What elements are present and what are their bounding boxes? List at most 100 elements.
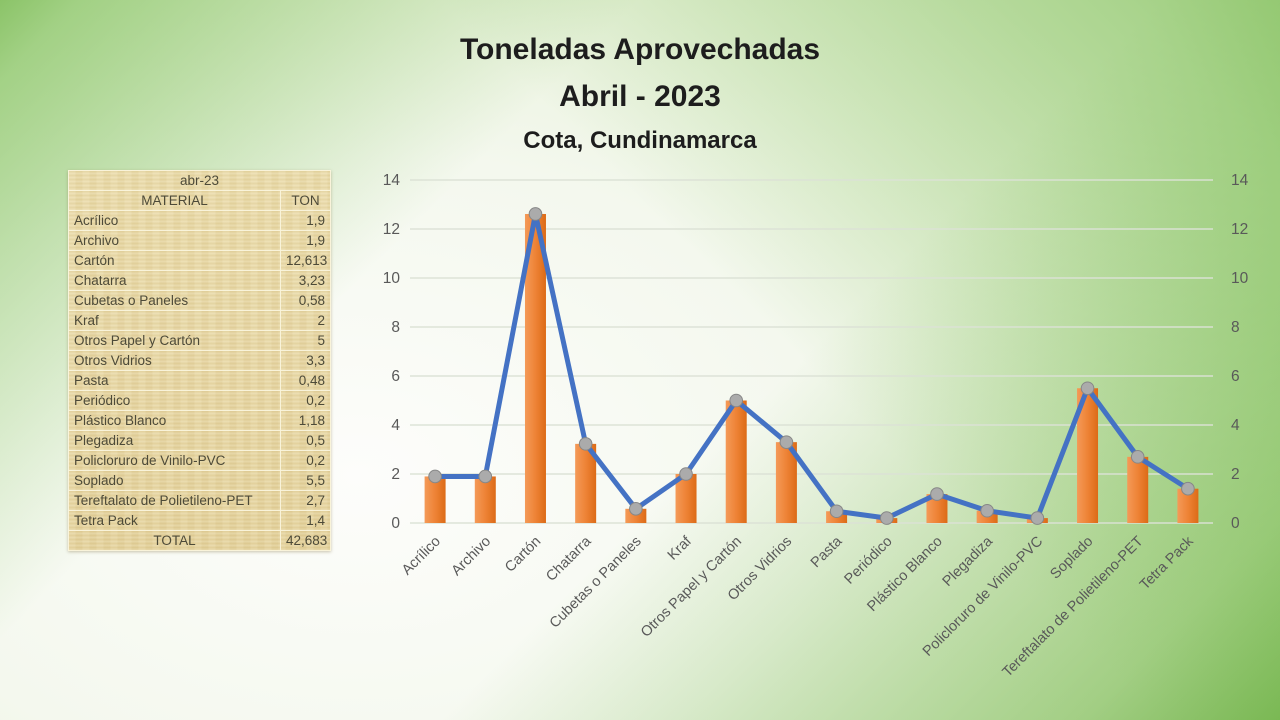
ton-cell: 12,613 <box>280 250 331 271</box>
x-axis-category-label: Tetra Pack <box>1137 533 1197 593</box>
ton-cell: 1,4 <box>280 510 331 531</box>
data-point-marker <box>428 469 442 484</box>
bar <box>1127 456 1149 523</box>
x-axis-category-label: Cubetas o Paneles <box>547 534 645 632</box>
table-row: Periódico 0,2 <box>68 390 331 411</box>
secondary-y-axis-tick-label: 8 <box>1231 319 1240 336</box>
y-axis-tick-label: 14 <box>383 172 401 189</box>
material-cell: Otros Papel y Cartón <box>68 330 281 351</box>
material-cell: Acrílico <box>68 210 281 231</box>
material-cell: Policloruro de Vinilo-PVC <box>68 450 281 471</box>
table-row: Cartón 12,613 <box>68 250 331 271</box>
bar <box>1077 388 1099 523</box>
material-cell: Pasta <box>68 370 281 391</box>
table-row: Otros Papel y Cartón 5 <box>68 330 331 351</box>
materials-table-body: Acrílico 1,9 Archivo 1,9 Cartón 12,613 Chatarr… <box>68 210 331 531</box>
material-cell: Archivo <box>68 230 281 251</box>
ton-cell: 2,7 <box>280 490 331 511</box>
table-row: Acrílico 1,9 <box>68 210 331 231</box>
materials-table: abr-23 MATERIAL TON Acrílico 1,9 Archivo 1,… <box>68 170 331 551</box>
table-columns-row: MATERIAL TON <box>68 190 331 211</box>
column-header-ton: TON <box>280 190 331 211</box>
material-cell: Tereftalato de Polietileno-PET <box>68 490 281 511</box>
x-axis-category-label: Pasta <box>808 533 846 571</box>
material-cell: Otros Vidrios <box>68 350 281 371</box>
ton-cell: 3,23 <box>280 270 331 291</box>
material-cell: Tetra Pack <box>68 510 281 531</box>
table-row: Plegadiza 0,5 <box>68 430 331 451</box>
table-total-row: TOTAL 42,683 <box>68 530 331 551</box>
ton-cell: 1,9 <box>280 210 331 231</box>
secondary-y-axis-tick-label: 0 <box>1231 515 1240 532</box>
table-row: Chatarra 3,23 <box>68 270 331 291</box>
x-axis-category-label: Cartón <box>502 534 544 576</box>
secondary-y-axis-tick-label: 12 <box>1231 221 1248 238</box>
data-point-marker <box>980 503 994 518</box>
table-row: Otros Vidrios 3,3 <box>68 350 331 371</box>
y-axis-tick-label: 2 <box>391 466 400 483</box>
combo-chart: 0 0 2 2 4 4 6 6 8 8 10 10 12 12 14 14 Acrílico Archivo Car… <box>383 172 1249 680</box>
total-label: TOTAL <box>68 530 281 551</box>
subtitle-location: Cota, Cundinamarca <box>523 127 757 154</box>
x-axis-category-label: Otros Papel y Cartón <box>638 534 745 641</box>
secondary-y-axis-tick-label: 4 <box>1231 417 1240 434</box>
title-line-1: Toneladas Aprovechadas <box>459 33 821 66</box>
secondary-y-axis-tick-label: 2 <box>1231 466 1240 483</box>
data-point-marker <box>829 504 844 519</box>
data-point-marker <box>629 501 643 516</box>
x-axis-category-label: Kraf <box>665 533 696 564</box>
data-point-marker <box>1130 450 1145 464</box>
x-axis-category-label: Soplado <box>1047 534 1096 583</box>
ton-cell: 0,5 <box>280 430 331 451</box>
material-cell: Plegadiza <box>68 430 281 451</box>
table-row: Policloruro de Vinilo-PVC 0,2 <box>68 450 331 471</box>
bar <box>675 474 697 523</box>
data-point-marker <box>1030 511 1045 525</box>
bar <box>926 494 948 523</box>
ton-cell: 2 <box>280 310 331 331</box>
x-axis-category-label: Archivo <box>449 534 495 580</box>
chart-title-block: Toneladas Aprovechadas Abril - 2023 Cota… <box>0 26 1280 158</box>
ton-cell: 1,9 <box>280 230 331 251</box>
ton-cell: 0,2 <box>280 390 331 411</box>
materials-table-foot: TOTAL 42,683 <box>68 530 331 551</box>
line-series <box>432 211 1191 521</box>
column-header-material: MATERIAL <box>68 190 281 211</box>
secondary-y-axis-tick-label: 10 <box>1231 270 1249 287</box>
secondary-y-axis-tick-label: 14 <box>1231 172 1249 189</box>
material-cell: Kraf <box>68 310 281 331</box>
table-row: Cubetas o Paneles 0,58 <box>68 290 331 311</box>
y-axis-tick-label: 6 <box>391 368 400 385</box>
table-period-row: abr-23 <box>68 170 331 191</box>
title-line-2: Abril - 2023 <box>559 80 721 113</box>
ton-cell: 1,18 <box>280 410 331 431</box>
y-axis-tick-label: 10 <box>383 270 401 287</box>
data-point-marker <box>679 467 693 481</box>
material-cell: Periódico <box>68 390 281 411</box>
material-cell: Soplado <box>68 470 281 491</box>
material-cell: Cubetas o Paneles <box>68 290 281 311</box>
total-value: 42,683 <box>280 530 331 551</box>
data-point-marker <box>528 207 543 221</box>
y-axis-tick-label: 12 <box>383 221 400 238</box>
table-period-header: abr-23 <box>68 170 331 191</box>
bar <box>725 400 747 523</box>
material-cell: Plástico Blanco <box>68 410 281 431</box>
material-cell: Chatarra <box>68 270 281 291</box>
table-row: Plástico Blanco 1,18 <box>68 410 331 431</box>
x-axis-category-label: Acrílico <box>399 534 444 579</box>
ton-cell: 0,58 <box>280 290 331 311</box>
data-point-marker <box>779 435 794 449</box>
table-row: Pasta 0,48 <box>68 370 331 391</box>
x-axis-category-label: Chatarra <box>543 533 595 585</box>
y-axis-tick-label: 4 <box>391 417 400 434</box>
bar <box>1177 488 1199 523</box>
data-point-marker <box>478 469 493 484</box>
data-point-marker <box>1080 381 1095 396</box>
material-cell: Cartón <box>68 250 281 271</box>
bar <box>575 443 597 523</box>
bar <box>424 476 446 523</box>
table-row: Tetra Pack 1,4 <box>68 510 331 531</box>
ton-cell: 3,3 <box>280 350 331 371</box>
table-row: Soplado 5,5 <box>68 470 331 491</box>
